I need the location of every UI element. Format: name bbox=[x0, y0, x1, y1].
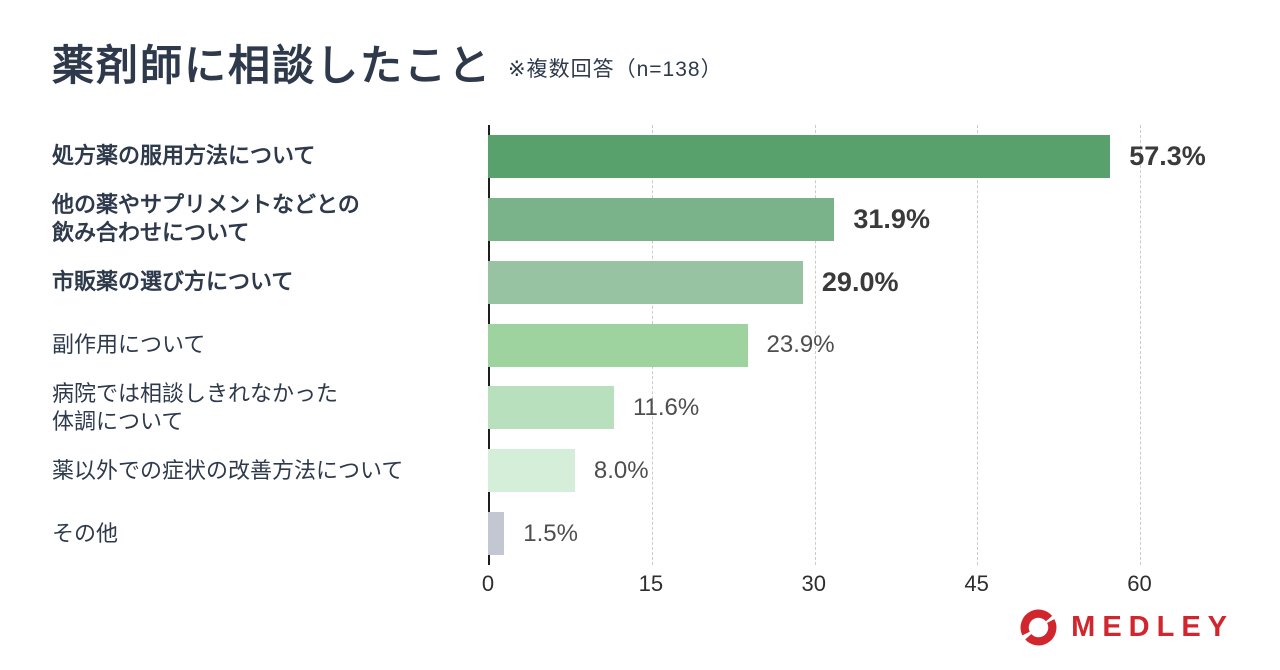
x-tick-label: 60 bbox=[1127, 571, 1152, 596]
medley-logo-text: MEDLEY bbox=[1071, 611, 1234, 643]
x-tick-label: 0 bbox=[481, 571, 495, 596]
bar-row: 他の薬やサプリメントなどとの 飲み合わせについて 31.9% bbox=[52, 188, 1196, 251]
bar-area: 8.0% bbox=[488, 439, 1196, 502]
category-label: 病院では相談しきれなかった 体調について bbox=[52, 380, 339, 434]
x-axis-ticks: 0 15 30 45 60 bbox=[482, 565, 1196, 599]
bar bbox=[488, 197, 835, 241]
category-label: 副作用について bbox=[52, 332, 206, 357]
medley-ring-icon bbox=[1020, 609, 1057, 646]
chart-header: 薬剤師に相談したこと ※複数回答（n=138） bbox=[52, 42, 723, 90]
bar bbox=[488, 260, 803, 304]
bar-area: 29.0% bbox=[488, 251, 1196, 314]
page-title: 薬剤師に相談したこと bbox=[52, 42, 493, 89]
bar-area: 57.3% bbox=[488, 125, 1206, 188]
bar-row: 薬以外での症状の改善方法について 8.0% bbox=[52, 439, 1196, 502]
x-tick-label: 15 bbox=[638, 571, 664, 596]
bar-area: 11.6% bbox=[488, 376, 1196, 439]
bar-area: 1.5% bbox=[488, 502, 1196, 565]
x-tick-label: 30 bbox=[801, 571, 827, 596]
value-label: 8.0% bbox=[593, 456, 649, 484]
survey-note: ※複数回答（n=138） bbox=[508, 58, 723, 82]
bar-row: 副作用について 23.9% bbox=[52, 314, 1196, 377]
x-tick-label: 45 bbox=[964, 571, 989, 596]
value-label: 57.3% bbox=[1129, 140, 1206, 171]
category-label: 処方薬の服用方法について bbox=[52, 143, 316, 169]
category-label: その他 bbox=[52, 520, 119, 546]
gridline bbox=[977, 125, 979, 565]
bar-chart: 処方薬の服用方法について 57.3% 他の薬やサプリメントなどとの 飲み合わせに… bbox=[52, 125, 1206, 605]
value-label: 31.9% bbox=[853, 203, 930, 234]
category-label: 他の薬やサプリメントなどとの 飲み合わせについて bbox=[52, 192, 360, 246]
value-label: 1.5% bbox=[523, 519, 578, 547]
bar bbox=[488, 386, 614, 430]
gridline bbox=[814, 125, 816, 565]
medley-logo: MEDLEY bbox=[1018, 607, 1234, 648]
bar-rows: 処方薬の服用方法について 57.3% 他の薬やサプリメントなどとの 飲み合わせに… bbox=[52, 125, 1206, 565]
bar-area: 31.9% bbox=[488, 188, 1196, 251]
gridline bbox=[1139, 125, 1141, 565]
value-label: 11.6% bbox=[632, 393, 700, 421]
category-label: 薬以外での症状の改善方法について bbox=[52, 457, 404, 483]
bar bbox=[488, 449, 575, 493]
bar-row: 市販薬の選び方について 29.0% bbox=[52, 251, 1196, 314]
category-label: 市販薬の選び方について bbox=[52, 269, 294, 295]
value-label: 23.9% bbox=[766, 331, 835, 358]
value-label: 29.0% bbox=[821, 266, 899, 297]
bar-area: 23.9% bbox=[488, 314, 1196, 377]
bar-row: その他 1.5% bbox=[52, 502, 1196, 565]
bar-row: 病院では相談しきれなかった 体調について 11.6% bbox=[52, 376, 1196, 439]
bar-row: 処方薬の服用方法について 57.3% bbox=[52, 125, 1206, 188]
bar bbox=[488, 512, 505, 556]
bar bbox=[488, 134, 1111, 178]
bar bbox=[488, 323, 748, 367]
